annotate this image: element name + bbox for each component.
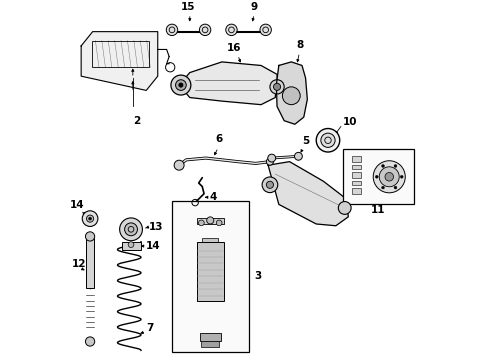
- Circle shape: [268, 154, 276, 162]
- Bar: [201, 342, 219, 347]
- Bar: [92, 41, 149, 67]
- Circle shape: [316, 129, 340, 152]
- Polygon shape: [276, 62, 307, 124]
- Text: 7: 7: [146, 323, 153, 333]
- Circle shape: [82, 211, 98, 226]
- Text: 6: 6: [216, 134, 223, 144]
- Circle shape: [282, 87, 300, 105]
- Text: 3: 3: [254, 271, 261, 282]
- Bar: [352, 156, 361, 162]
- Bar: [199, 333, 221, 342]
- Circle shape: [85, 337, 95, 346]
- Circle shape: [394, 165, 397, 167]
- Circle shape: [400, 175, 403, 178]
- Circle shape: [174, 160, 184, 170]
- Text: 13: 13: [149, 222, 163, 232]
- Circle shape: [260, 24, 271, 36]
- Bar: [352, 181, 361, 185]
- Polygon shape: [268, 162, 348, 226]
- Text: 5: 5: [302, 136, 309, 146]
- Circle shape: [198, 220, 204, 226]
- Polygon shape: [81, 32, 158, 90]
- Circle shape: [385, 172, 393, 181]
- Circle shape: [321, 133, 335, 147]
- Text: 14: 14: [70, 200, 85, 210]
- Circle shape: [199, 24, 211, 36]
- Text: 2: 2: [133, 116, 140, 126]
- Text: 1: 1: [357, 176, 365, 186]
- Text: 14: 14: [146, 241, 161, 251]
- Bar: [172, 201, 248, 352]
- Circle shape: [175, 80, 186, 90]
- Circle shape: [171, 75, 191, 95]
- Bar: [122, 242, 141, 249]
- Circle shape: [85, 232, 95, 241]
- Circle shape: [124, 223, 137, 236]
- Bar: [197, 217, 224, 224]
- Polygon shape: [179, 62, 277, 105]
- Text: 16: 16: [227, 43, 242, 53]
- Circle shape: [226, 24, 237, 36]
- Circle shape: [294, 152, 302, 160]
- Circle shape: [120, 218, 143, 241]
- Circle shape: [270, 80, 284, 94]
- Circle shape: [166, 24, 178, 36]
- Circle shape: [262, 177, 278, 193]
- Text: 11: 11: [371, 205, 386, 215]
- Circle shape: [379, 167, 399, 187]
- Circle shape: [89, 217, 92, 220]
- Circle shape: [382, 165, 385, 167]
- Circle shape: [87, 215, 94, 222]
- Circle shape: [128, 242, 134, 247]
- Circle shape: [207, 217, 214, 224]
- Circle shape: [375, 175, 378, 178]
- Bar: [352, 165, 361, 169]
- Text: 8: 8: [296, 40, 304, 50]
- Circle shape: [394, 186, 397, 189]
- Bar: [202, 238, 218, 242]
- Text: 15: 15: [181, 2, 196, 12]
- Text: 4: 4: [209, 192, 217, 202]
- Circle shape: [216, 220, 222, 226]
- Circle shape: [273, 83, 281, 90]
- Bar: [86, 238, 94, 288]
- Bar: [352, 188, 361, 194]
- Text: 9: 9: [250, 2, 257, 12]
- Circle shape: [373, 161, 405, 193]
- Circle shape: [267, 158, 273, 165]
- Circle shape: [179, 83, 183, 87]
- Circle shape: [267, 181, 273, 188]
- Text: 10: 10: [343, 117, 357, 127]
- Bar: [197, 242, 224, 301]
- Circle shape: [382, 186, 385, 189]
- Text: 12: 12: [72, 259, 86, 269]
- Bar: [352, 172, 361, 178]
- Circle shape: [338, 202, 351, 214]
- Bar: [343, 149, 414, 204]
